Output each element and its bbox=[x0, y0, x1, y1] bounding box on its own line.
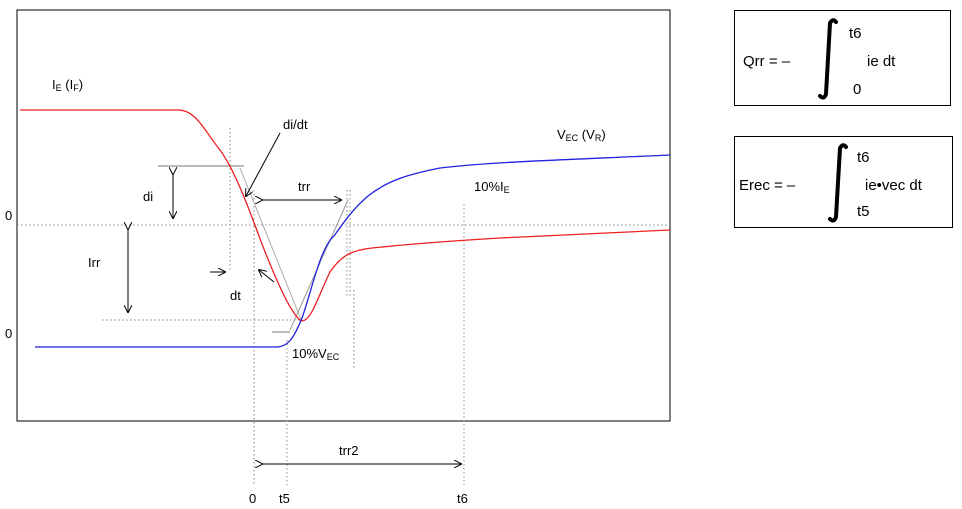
qrr-integral-sign bbox=[818, 18, 838, 100]
dt-arrow-right bbox=[259, 270, 275, 283]
tangent-line bbox=[239, 167, 303, 323]
qrr-integrand: ie dt bbox=[867, 53, 896, 70]
qrr-formula-box: Qrr = – t6 ie dt 0 bbox=[734, 10, 951, 106]
vec-vr-label: VEC (VR) bbox=[557, 127, 606, 143]
erec-integral-sign bbox=[828, 143, 848, 223]
zero-upper-label: 0 bbox=[5, 208, 12, 223]
irr-label: Irr bbox=[88, 255, 101, 270]
x-tick-zero: 0 bbox=[249, 491, 256, 506]
voltage-curve-vec bbox=[35, 154, 671, 348]
qrr-upper-limit: t6 bbox=[849, 25, 862, 42]
x-tick-t6: t6 bbox=[457, 491, 468, 506]
ie-if-label: IE (IF) bbox=[52, 77, 83, 93]
didt-arrow bbox=[246, 132, 281, 196]
erec-integrand: ie•vec dt bbox=[865, 177, 922, 194]
pct-vec-label: 10%VEC bbox=[292, 346, 340, 362]
trr2-label: trr2 bbox=[339, 443, 359, 458]
erec-lhs: Erec = – bbox=[739, 177, 796, 194]
trr-label: trr bbox=[298, 179, 311, 194]
erec-upper-limit: t6 bbox=[857, 149, 870, 166]
erec-lower-limit: t5 bbox=[857, 203, 870, 220]
dt-label: dt bbox=[230, 288, 241, 303]
di-label: di bbox=[143, 189, 153, 204]
qrr-lower-limit: 0 bbox=[853, 81, 862, 98]
erec-formula-box: Erec = – t6 ie•vec dt t5 bbox=[734, 136, 953, 228]
qrr-lhs: Qrr = – bbox=[743, 53, 791, 70]
didt-label: di/dt bbox=[283, 117, 308, 132]
x-tick-t5: t5 bbox=[279, 491, 290, 506]
zero-lower-label: 0 bbox=[5, 326, 12, 341]
plot-frame bbox=[16, 9, 671, 422]
current-curve-ie bbox=[20, 109, 671, 322]
pct-ie-label: 10%IE bbox=[474, 179, 510, 195]
